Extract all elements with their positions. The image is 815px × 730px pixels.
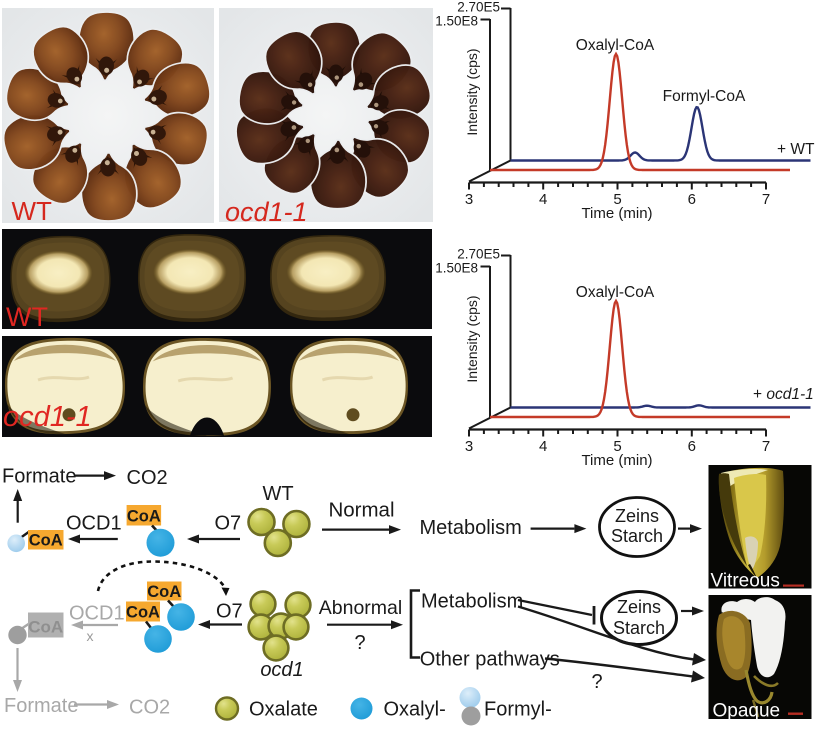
- svg-text:5: 5: [613, 438, 621, 455]
- svg-text:CoA: CoA: [127, 508, 161, 526]
- svg-text:Opaque: Opaque: [713, 701, 781, 722]
- svg-text:Time (min): Time (min): [581, 205, 652, 222]
- svg-text:CoA: CoA: [147, 583, 181, 601]
- svg-text:+ WT: + WT: [777, 141, 815, 158]
- svg-text:Abnormal: Abnormal: [319, 597, 402, 619]
- svg-text:CO2: CO2: [129, 697, 170, 719]
- svg-text:4: 4: [539, 438, 547, 455]
- svg-text:CoA: CoA: [126, 604, 160, 622]
- svg-text:5: 5: [613, 191, 621, 208]
- svg-text:Vitreous: Vitreous: [711, 571, 780, 592]
- svg-text:6: 6: [688, 438, 696, 455]
- svg-text:ocd1-1: ocd1-1: [3, 401, 92, 433]
- svg-text:+ ocd1-1: + ocd1-1: [753, 386, 814, 403]
- svg-text:ocd1-1: ocd1-1: [225, 197, 308, 227]
- svg-text:CO2: CO2: [127, 467, 168, 489]
- svg-text:Time (min): Time (min): [581, 452, 652, 469]
- svg-text:7: 7: [762, 191, 770, 208]
- svg-text:Oxalyl-CoA: Oxalyl-CoA: [576, 37, 655, 54]
- svg-text:Normal: Normal: [328, 499, 394, 522]
- svg-text:Zeins: Zeins: [617, 597, 661, 617]
- svg-text:Oxalyl-: Oxalyl-: [384, 699, 446, 721]
- svg-text:4: 4: [539, 191, 547, 208]
- svg-text:ocd1: ocd1: [260, 659, 303, 681]
- svg-text:WT: WT: [262, 483, 293, 505]
- svg-text:?: ?: [354, 632, 365, 654]
- svg-text:Metabolism: Metabolism: [421, 591, 523, 613]
- svg-text:Other pathways: Other pathways: [420, 649, 560, 671]
- svg-text:WT: WT: [12, 196, 53, 226]
- svg-text:Oxalate: Oxalate: [249, 699, 318, 721]
- svg-text:Oxalyl-CoA: Oxalyl-CoA: [576, 284, 655, 301]
- svg-text:Formyl-CoA: Formyl-CoA: [663, 88, 746, 105]
- svg-text:WT: WT: [6, 302, 48, 332]
- svg-text:x: x: [87, 628, 94, 644]
- svg-text:3: 3: [465, 191, 473, 208]
- svg-text:CoA: CoA: [28, 618, 63, 637]
- svg-text:1.50E8: 1.50E8: [435, 14, 478, 29]
- svg-text:?: ?: [591, 671, 602, 693]
- svg-text:6: 6: [688, 191, 696, 208]
- svg-text:1.50E8: 1.50E8: [435, 261, 478, 276]
- svg-text:3: 3: [465, 438, 473, 455]
- svg-text:Intensity (cps): Intensity (cps): [464, 48, 480, 135]
- svg-text:Zeins: Zeins: [615, 506, 659, 526]
- svg-text:7: 7: [762, 438, 770, 455]
- svg-text:CoA: CoA: [29, 532, 63, 550]
- svg-text:OCD1: OCD1: [66, 513, 122, 535]
- svg-text:Formate: Formate: [4, 695, 78, 717]
- svg-text:Starch: Starch: [613, 618, 665, 638]
- svg-text:OCD1: OCD1: [69, 603, 125, 625]
- svg-text:2.70E5: 2.70E5: [457, 0, 500, 15]
- svg-text:Metabolism: Metabolism: [420, 517, 522, 539]
- svg-text:Formate: Formate: [2, 466, 76, 488]
- svg-text:Formyl-: Formyl-: [484, 699, 552, 721]
- svg-text:2.70E5: 2.70E5: [457, 247, 500, 262]
- svg-text:Starch: Starch: [611, 526, 663, 546]
- svg-text:O7: O7: [215, 513, 242, 535]
- svg-text:O7: O7: [216, 601, 243, 623]
- svg-text:Intensity (cps): Intensity (cps): [464, 295, 480, 382]
